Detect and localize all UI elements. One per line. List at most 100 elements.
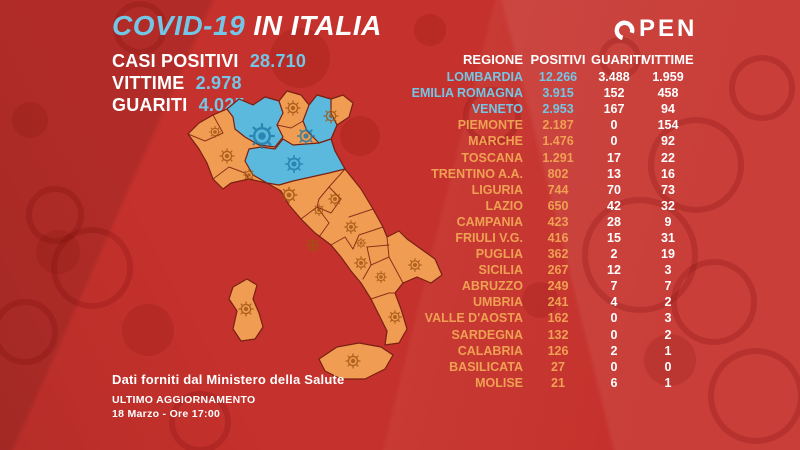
page-title: COVID-19 IN ITALIA	[112, 10, 382, 42]
table-row: MOLISE 21 6 1	[365, 375, 699, 391]
region-name: CAMPANIA	[456, 214, 523, 229]
region-name: CALABRIA	[457, 343, 523, 358]
virus-icon	[296, 126, 316, 146]
vittime-value: 1.959	[652, 70, 684, 85]
positivi-value: 27	[551, 359, 565, 374]
region-name: MARCHE	[468, 134, 523, 149]
italy-map	[183, 87, 448, 395]
guariti-value: 0	[610, 134, 618, 149]
guariti-value: 70	[607, 182, 621, 197]
guariti-value: 0	[610, 359, 618, 374]
table-row: MARCHE 1.476 0 92	[365, 133, 699, 149]
table-row: BASILICATA 27 0 0	[365, 359, 699, 375]
virus-icon	[305, 237, 321, 253]
virus-icon	[312, 203, 326, 217]
table-row: PIEMONTE 2.187 0 154	[365, 117, 699, 133]
table-row: TOSCANA 1.291 17 22	[365, 149, 699, 165]
guariti-value: 17	[607, 150, 621, 165]
virus-icon	[285, 100, 301, 116]
guariti-value: 0	[610, 311, 618, 326]
stat-vittime: VITTIME 2.978	[112, 72, 306, 94]
vittime-value: 3	[664, 263, 672, 278]
region-name: PUGLIA	[475, 247, 523, 262]
positivi-value: 162	[547, 311, 569, 326]
virus-icon	[345, 353, 361, 369]
guariti-value: 167	[603, 102, 625, 117]
guariti-value: 3.488	[598, 70, 630, 85]
region-name: TRENTINO A.A.	[431, 166, 523, 181]
vittime-value: 19	[661, 247, 675, 262]
vittime-value: 92	[661, 134, 675, 149]
virus-icon	[323, 108, 339, 124]
stat-casi-positivi: CASI POSITIVI 28.710	[112, 50, 306, 72]
table-row: PUGLIA 362 2 19	[365, 246, 699, 262]
title-in-italia: IN ITALIA	[245, 10, 382, 41]
region-name: LIGURIA	[471, 182, 523, 197]
region-name: PIEMONTE	[457, 118, 523, 133]
vittime-value: 94	[661, 102, 675, 117]
table-row: EMILIA ROMAGNA 3.915 152 458	[365, 85, 699, 101]
vittime-value: 1	[664, 343, 672, 358]
vittime-value: 154	[657, 118, 679, 133]
region-name: VALLE D'AOSTA	[424, 311, 523, 326]
table-header-row: REGIONE POSITIVI GUARITI VITTIME	[365, 50, 699, 68]
positivi-value: 802	[547, 166, 569, 181]
header-positivi: POSITIVI	[530, 51, 586, 67]
virus-icon	[242, 168, 256, 182]
table-row: FRIULI V.G. 416 15 31	[365, 230, 699, 246]
guariti-value: 12	[607, 263, 621, 278]
positivi-value: 12.266	[538, 70, 578, 85]
guariti-value: 2	[610, 247, 618, 262]
title-covid: COVID-19	[112, 10, 246, 41]
positivi-value: 21	[551, 375, 565, 390]
stat-label: VITTIME	[112, 73, 185, 93]
vittime-value: 3	[664, 311, 672, 326]
guariti-value: 2	[610, 343, 618, 358]
positivi-value: 2.187	[542, 118, 574, 133]
header-regione: REGIONE	[463, 51, 523, 67]
stat-value: 28.710	[249, 51, 307, 71]
region-name: MOLISE	[475, 375, 523, 390]
region-name: VENETO	[471, 102, 523, 117]
virus-icon	[344, 220, 358, 234]
region-table-body: LOMBARDIA 12.266 3.488 1.959 EMILIA ROMAGNA 3…	[365, 69, 699, 391]
positivi-value: 650	[547, 198, 569, 213]
positivi-value: 2.953	[542, 102, 574, 117]
region-name: FRIULI V.G.	[455, 230, 523, 245]
vittime-value: 7	[664, 279, 672, 294]
region-name: LAZIO	[485, 198, 524, 213]
table-row: SICILIA 267 12 3	[365, 262, 699, 278]
virus-icon	[208, 125, 222, 139]
positivi-value: 267	[547, 263, 569, 278]
table-row: VENETO 2.953 167 94	[365, 101, 699, 117]
guariti-value: 15	[607, 230, 621, 245]
vittime-value: 2	[664, 295, 672, 310]
positivi-value: 126	[547, 343, 569, 358]
virus-icon	[238, 301, 254, 317]
positivi-value: 1.291	[542, 150, 574, 165]
region-name: SICILIA	[478, 263, 523, 278]
guariti-value: 152	[603, 86, 625, 101]
guariti-value: 7	[610, 279, 618, 294]
vittime-value: 16	[661, 166, 675, 181]
open-logo: PEN	[612, 15, 697, 43]
vittime-value: 9	[664, 214, 672, 229]
table-row: CAMPANIA 423 28 9	[365, 214, 699, 230]
table-row: UMBRIA 241 4 2	[365, 294, 699, 310]
table-row: TRENTINO A.A. 802 13 16	[365, 166, 699, 182]
virus-icon	[248, 122, 276, 150]
positivi-value: 362	[547, 247, 569, 262]
guariti-value: 0	[610, 118, 618, 133]
vittime-value: 31	[661, 230, 675, 245]
guariti-value: 6	[610, 375, 618, 390]
region-name: SARDEGNA	[451, 327, 523, 342]
positivi-value: 416	[547, 230, 569, 245]
region-name: BASILICATA	[449, 359, 523, 374]
guariti-value: 0	[610, 327, 618, 342]
guariti-value: 4	[610, 295, 618, 310]
table-row: LOMBARDIA 12.266 3.488 1.959	[365, 69, 699, 85]
footer: Dati forniti dal Ministero della Salute …	[112, 372, 344, 420]
open-logo-text: PEN	[639, 15, 698, 42]
vittime-value: 2	[664, 327, 672, 342]
